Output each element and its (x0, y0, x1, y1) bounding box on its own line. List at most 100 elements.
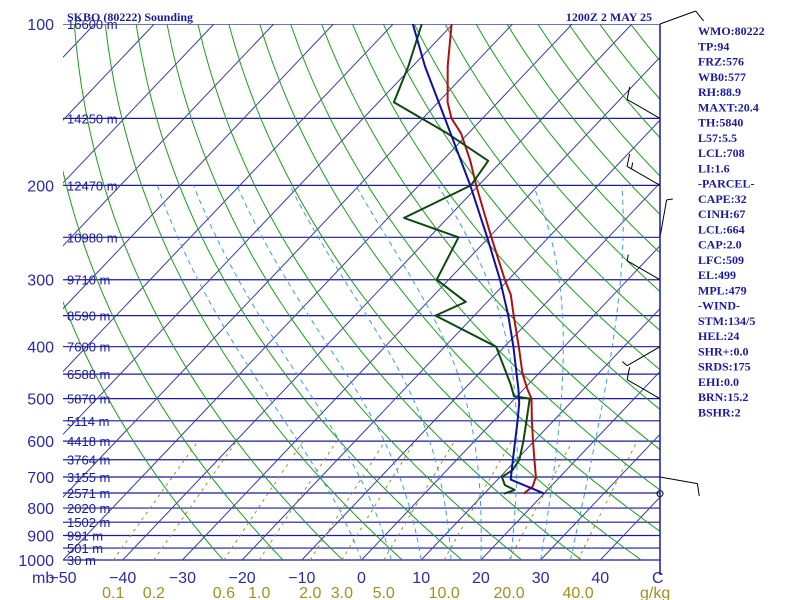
wind-barb-flag (626, 153, 631, 167)
mixing-ratio-label: 0.6 (213, 585, 235, 600)
wind-barb-shaft (626, 165, 661, 186)
sounding-index: HEL:24 (698, 329, 739, 343)
wind-barb-half-flag (666, 198, 673, 201)
height-label: 1502 m (67, 515, 110, 530)
height-label: 10980 m (67, 230, 118, 245)
sounding-index: STM:134/5 (698, 314, 755, 328)
moist-adiabat-line (156, 185, 362, 561)
pressure-tick-label: 800 (27, 501, 54, 518)
dry-adiabat-line (104, 24, 403, 561)
isotherm-line (122, 24, 633, 561)
wind-barb-half-flag (622, 361, 628, 367)
mixing-ratio-label: 0.1 (102, 585, 124, 600)
sounding-index: CINH:67 (698, 207, 745, 221)
isotherm-line (182, 56, 660, 561)
wind-barb-flag (696, 483, 700, 497)
temperature-tick-label: 0 (357, 570, 366, 587)
isotherm-line (63, 24, 513, 498)
sounding-time: 1200Z 2 MAY 25 (566, 10, 652, 24)
mixing-ratio-line (153, 440, 238, 561)
isotherm-line (420, 307, 660, 561)
sounding-index: CAP:2.0 (698, 238, 742, 252)
wind-barb-shaft (626, 260, 661, 281)
temperature-tick-label: 40 (591, 570, 609, 587)
isotherm-line (63, 24, 215, 184)
pressure-tick-label: 300 (27, 273, 54, 290)
mixing-ratio-line (223, 440, 304, 561)
temperature-tick-label: −20 (229, 570, 256, 587)
moist-adiabat-line (570, 185, 624, 561)
temperature-tick-label: −30 (169, 570, 196, 587)
wind-barb-shaft (659, 199, 668, 238)
wind-barb-shaft (626, 346, 661, 367)
isotherm-line (361, 245, 660, 561)
dry-adiabat-line (568, 24, 660, 139)
sounding-index: SRDS:175 (698, 360, 751, 374)
temperature-tick-label: −50 (49, 570, 76, 587)
isotherm-line (301, 182, 660, 561)
wind-barb-shaft (659, 10, 696, 25)
pressure-tick-label: 1000 (18, 553, 54, 570)
height-label: 7600 m (67, 340, 110, 355)
wind-barb-half-flag (626, 254, 629, 261)
sounding-index: LI:1.6 (698, 161, 730, 175)
dry-adiabat-line (413, 24, 660, 332)
height-label: 9710 m (67, 273, 110, 288)
sounding-index: LCL:664 (698, 222, 745, 236)
height-label: 2571 m (67, 486, 110, 501)
temperature-tick-label: −40 (109, 570, 136, 587)
sounding-index: BSHR:2 (698, 405, 741, 419)
sounding-index: TP:94 (698, 39, 729, 53)
mixing-ratio-line (577, 440, 638, 561)
mixing-ratio-label: 5.0 (373, 585, 395, 600)
isotherm-line (540, 433, 660, 561)
sounding-index: -PARCEL- (698, 177, 754, 191)
dry-adiabat-line (63, 169, 284, 561)
mixing-ratio-label: 10.0 (429, 585, 460, 600)
mixing-ratio-line (508, 440, 574, 561)
sounding-index: FRZ:576 (698, 55, 744, 69)
dry-adiabat-line (444, 24, 660, 293)
wind-barb-shaft (659, 476, 698, 485)
moist-adiabat-line (289, 185, 452, 561)
dry-adiabat-line (197, 24, 582, 561)
isotherm-line (63, 24, 334, 310)
dry-adiabat-line (135, 24, 463, 561)
isotherm-line (63, 24, 573, 561)
sounding-index: CAPE:32 (698, 192, 747, 206)
sounding-index: RH:88.9 (698, 85, 741, 99)
height-label: 4418 m (67, 434, 110, 449)
wind-barb-flag (626, 367, 631, 380)
height-label: 3764 m (67, 453, 110, 468)
dry-adiabat-line (290, 24, 660, 491)
pressure-tick-label: 600 (27, 434, 54, 451)
height-label: 8590 m (67, 309, 110, 324)
dry-adiabat-line (475, 24, 660, 254)
temperature-tick-label: 10 (412, 570, 430, 587)
wind-barb-flag (626, 86, 631, 100)
wind-barb-half-flag (630, 162, 634, 169)
height-label: 991 m (67, 528, 103, 543)
mixing-ratio-line (258, 440, 338, 561)
height-label: 30 m (67, 553, 96, 568)
moist-adiabat-line (236, 185, 422, 561)
pressure-tick-label: 400 (27, 340, 54, 357)
sounding-index: LCL:708 (698, 146, 745, 160)
height-label: 6588 m (67, 367, 110, 382)
mixing-ratio-label: 3.0 (331, 585, 353, 600)
sounding-index: EHI:0.0 (698, 375, 739, 389)
pressure-tick-label: 900 (27, 528, 54, 545)
sounding-index: SHR+:0.0 (698, 344, 749, 358)
wind-barb-flag (695, 10, 704, 22)
pressure-tick-label: 500 (27, 392, 54, 409)
dry-adiabat-line (382, 24, 660, 371)
wind-barb-shaft (626, 98, 661, 119)
pressure-tick-label: 700 (27, 470, 54, 487)
parcel-profile (411, 24, 545, 495)
dry-adiabat-line (321, 24, 660, 451)
dry-adiabat-line (166, 24, 523, 561)
moist-adiabat-line (193, 185, 392, 561)
pressure-tick-label: 200 (27, 178, 54, 195)
